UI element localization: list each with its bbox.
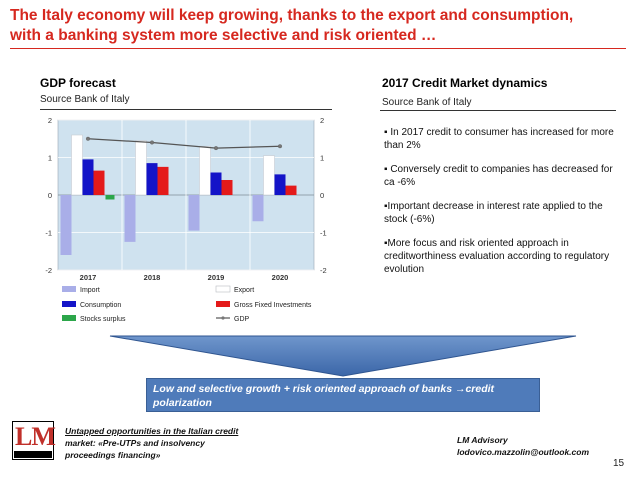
y-tick-label-right: -1 [320, 229, 327, 238]
bar-consumption-2017 [82, 159, 94, 195]
bar-export-2020 [263, 155, 275, 196]
legend-swatch-gross-fixed-investments [216, 301, 230, 307]
logo-subtitle-bar [14, 451, 52, 458]
bar-export-2017 [71, 134, 83, 196]
bar-import-2018 [124, 195, 136, 242]
legend-marker-gdp [221, 316, 225, 320]
title-divider [10, 48, 626, 49]
legend-label-import: Import [80, 287, 100, 294]
y-tick-label-left: -2 [45, 266, 52, 275]
bar-export-2019 [199, 145, 211, 196]
footer-left-line1: Untapped opportunities in the Italian cr… [65, 426, 239, 436]
bar-consumption-2019 [210, 172, 222, 195]
credit-bullet-2: ▪ Conversely credit to companies has dec… [384, 164, 613, 188]
logo-letters: LM [15, 422, 56, 451]
conclusion-text-end: credit polarization [153, 383, 495, 409]
legend-swatch-consumption [62, 301, 76, 307]
footer-company: LM Advisory [457, 435, 508, 445]
down-arrow-icon [109, 335, 577, 377]
y-tick-label-right: 0 [320, 191, 324, 200]
credit-bullet-3: ▪Important decrease in interest rate app… [384, 201, 603, 225]
bar-gross-fixed-investments-2019 [221, 180, 233, 195]
credit-dynamics-source: Source Bank of Italy [382, 97, 472, 108]
lm-advisory-logo: LM [12, 421, 56, 460]
credit-dynamics-title: 2017 Credit Market dynamics [382, 76, 548, 90]
legend-label-export: Export [234, 287, 254, 294]
footer-contact: LM Advisory lodovico.mazzolin@outlook.co… [457, 434, 589, 458]
gdp-forecast-chart: 2 2 1 1 0 0 -1 -1 -2 -2 2017 2018 2019 2020 Import Expo… [40, 112, 338, 332]
footer-presentation-title: Untapped opportunities in the Italian cr… [65, 425, 265, 461]
y-tick-label-left: -1 [45, 229, 52, 238]
conclusion-box: Low and selective growth + risk oriented… [146, 378, 540, 412]
slide-title-line2: with a banking system more selective and… [10, 27, 437, 44]
bar-consumption-2020 [274, 174, 286, 195]
bar-consumption-2018 [146, 163, 158, 195]
credit-bullet-4: ▪More focus and risk oriented approach i… [384, 238, 610, 275]
bar-import-2020 [252, 195, 264, 222]
footer-email: lodovico.mazzolin@outlook.com [457, 447, 590, 457]
conclusion-text: Low and selective growth + risk oriented… [153, 383, 453, 395]
legend-swatch-import [62, 286, 76, 292]
footer-left-line3: proceedings financing» [65, 450, 161, 460]
credit-bullet-1: ▪ In 2017 credit to consumer has increas… [384, 127, 614, 151]
gdp-point-2017 [86, 136, 91, 141]
x-tick-label: 2019 [208, 273, 225, 282]
y-tick-label-right: 2 [320, 116, 324, 125]
gdp-chart-svg: 2 2 1 1 0 0 -1 -1 -2 -2 2017 2018 2019 2020 Import Expo… [45, 116, 327, 323]
gdp-forecast-divider [40, 109, 332, 110]
bar-gross-fixed-investments-2020 [285, 185, 297, 195]
y-tick-label-right: -2 [320, 266, 327, 275]
legend-swatch-stocks-surplus [62, 315, 76, 321]
x-tick-label: 2020 [272, 273, 289, 282]
legend-swatch-export [215, 285, 231, 293]
slide-title: The Italy economy will keep growing, tha… [10, 6, 610, 46]
x-tick-label: 2017 [80, 273, 97, 282]
legend-label-gross-fixed-investments: Gross Fixed Investments [234, 302, 312, 309]
bar-stocks-surplus-2017 [105, 195, 115, 200]
bar-gross-fixed-investments-2018 [157, 166, 169, 195]
credit-dynamics-divider [380, 110, 616, 111]
gdp-line [87, 138, 281, 149]
y-tick-label-left: 1 [48, 154, 52, 163]
footer-left-line2: market: «Pre-UTPs and insolvency [65, 438, 205, 448]
gdp-point-2018 [149, 140, 154, 145]
credit-bullet-list: ▪ In 2017 credit to consumer has increas… [384, 126, 616, 287]
page-number: 15 [613, 458, 625, 469]
bar-export-2018 [135, 140, 147, 196]
x-tick-label: 2018 [144, 273, 161, 282]
gdp-point-2019 [213, 146, 218, 151]
gdp-point-2020 [277, 144, 282, 149]
right-arrow-icon: → [454, 383, 466, 395]
bar-import-2017 [60, 195, 72, 255]
y-tick-label-left: 2 [48, 116, 52, 125]
gdp-forecast-title: GDP forecast [40, 76, 116, 90]
legend-label-gdp: GDP [234, 316, 250, 323]
slide-title-line1: The Italy economy will keep growing, tha… [10, 7, 574, 24]
legend-label-stocks-surplus: Stocks surplus [80, 316, 126, 323]
y-tick-label-right: 1 [320, 154, 324, 163]
y-tick-label-left: 0 [48, 191, 52, 200]
gdp-forecast-source: Source Bank of Italy [40, 94, 130, 105]
bar-import-2019 [188, 195, 200, 231]
legend-label-consumption: Consumption [80, 302, 121, 309]
bar-gross-fixed-investments-2017 [93, 170, 105, 195]
